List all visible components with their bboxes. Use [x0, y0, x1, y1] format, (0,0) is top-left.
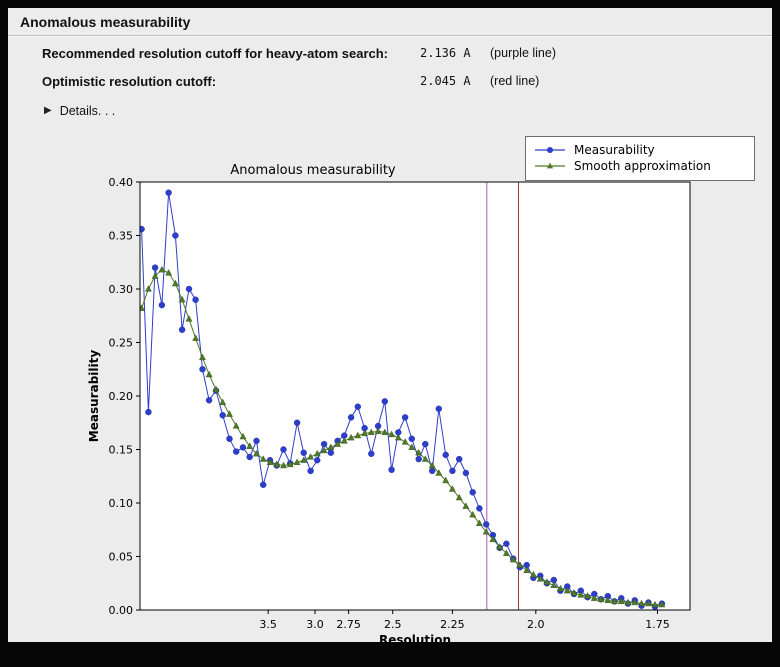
- y-tick-label: 0.40: [109, 176, 134, 189]
- recommended-cutoff-value: 2.136 A: [420, 46, 471, 60]
- chart-legend: Measurability Smooth approximation: [525, 136, 755, 181]
- y-tick-label: 0.35: [109, 230, 134, 243]
- y-tick-label: 0.05: [109, 551, 134, 564]
- page-title: Anomalous measurability: [20, 14, 191, 30]
- y-tick-label: 0.15: [109, 444, 134, 457]
- series-smooth-approximation: [140, 265, 666, 608]
- x-tick-label: 3.0: [306, 618, 324, 631]
- optimistic-cutoff-row: Optimistic resolution cutoff: 2.045 A (r…: [8, 74, 772, 92]
- measurability-line-sample: [535, 147, 565, 153]
- optimistic-cutoff-label: Optimistic resolution cutoff:: [42, 74, 217, 89]
- x-tick-label: 3.5: [259, 618, 277, 631]
- header-divider: [8, 35, 772, 37]
- disclosure-triangle-icon: ▶: [44, 105, 52, 116]
- chart-title: Anomalous measurability: [230, 163, 396, 178]
- y-tick-label: 0.25: [109, 337, 134, 350]
- recommended-cutoff-note: (purple line): [490, 46, 557, 60]
- details-label: Details. . .: [59, 104, 116, 118]
- anomalous-measurability-panel: Anomalous measurability Recommended reso…: [8, 8, 772, 642]
- x-tick-label: 2.25: [440, 618, 465, 631]
- details-toggle[interactable]: ▶ Details. . .: [44, 104, 115, 118]
- plot-area: [140, 182, 690, 610]
- x-tick-label: 1.75: [645, 618, 670, 631]
- x-tick-label: 2.5: [384, 618, 402, 631]
- smooth-approximation-line-sample: [535, 162, 565, 169]
- recommended-cutoff-row: Recommended resolution cutoff for heavy-…: [8, 46, 772, 64]
- optimistic-cutoff-value: 2.045 A: [420, 74, 471, 88]
- legend-label: Measurability: [574, 143, 655, 157]
- legend-entry-measurability: Measurability: [533, 142, 746, 158]
- x-tick-label: 2.0: [527, 618, 545, 631]
- y-tick-label: 0.20: [109, 390, 134, 403]
- y-axis-label: Measurability: [87, 350, 101, 443]
- recommended-cutoff-label: Recommended resolution cutoff for heavy-…: [42, 46, 389, 61]
- anomalous-measurability-chart: 0.00 0.05 0.10 0.15 0.20 0.25 0.30 0.35 0.40 3.5 3…: [87, 163, 691, 642]
- optimistic-cutoff-note: (red line): [490, 74, 540, 88]
- x-tick-label: 2.75: [336, 618, 361, 631]
- legend-label: Smooth approximation: [574, 159, 711, 173]
- x-axis-label: Resolution: [379, 633, 451, 642]
- legend-entry-smooth-approximation: Smooth approximation: [533, 158, 746, 174]
- y-tick-label: 0.30: [109, 283, 134, 296]
- y-tick-label: 0.10: [109, 497, 134, 510]
- y-tick-label: 0.00: [109, 604, 134, 617]
